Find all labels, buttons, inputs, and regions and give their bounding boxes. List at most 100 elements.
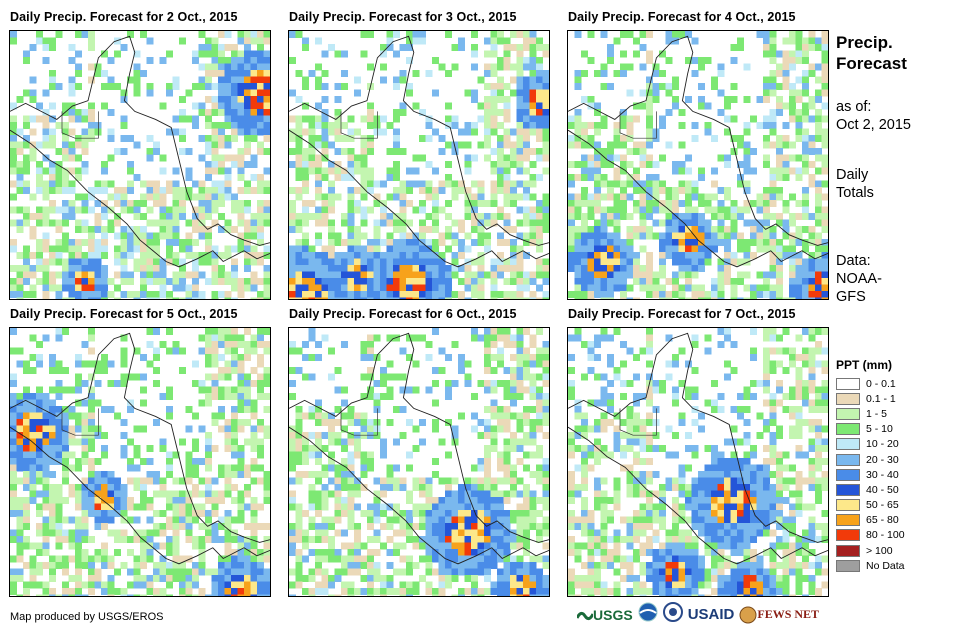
precip-cell (218, 516, 225, 524)
precip-cell (179, 497, 186, 504)
precip-cell (432, 245, 439, 253)
precip-cell (529, 555, 537, 563)
precip-cell (808, 399, 816, 407)
precip-cell (523, 57, 530, 64)
precip-cell (192, 50, 199, 58)
precip-cell (704, 122, 712, 129)
precip-cell (503, 425, 511, 433)
precip-cell (523, 154, 530, 162)
precip-cell (263, 89, 270, 97)
panel-title-2: Daily Precip. Forecast for 3 Oct., 2015 (289, 10, 517, 24)
precip-cell (114, 213, 121, 220)
precip-cell (399, 523, 407, 530)
precip-cell (198, 334, 206, 342)
precip-cell (769, 70, 777, 77)
precip-cell (516, 83, 524, 90)
precip-cell (432, 213, 439, 220)
precip-cell (477, 562, 485, 569)
precip-cell (471, 568, 478, 576)
precip-cell (594, 109, 601, 116)
precip-cell (685, 193, 692, 201)
precip-cell (724, 102, 731, 110)
precip-cell (55, 406, 63, 413)
precip-cell (542, 206, 549, 214)
precip-cell (302, 161, 309, 168)
precip-cell (107, 562, 115, 569)
precip-cell (295, 568, 303, 576)
precip-cell (587, 57, 595, 64)
precip-cell (159, 555, 167, 563)
precip-cell (581, 297, 588, 299)
precip-cell (347, 239, 355, 246)
precip-cell (159, 219, 167, 227)
precip-cell (497, 529, 504, 537)
precip-cell (94, 516, 102, 524)
precip-cell (62, 102, 69, 110)
precip-cell (574, 200, 582, 207)
precip-cell (244, 380, 251, 387)
precip-cell (425, 226, 433, 233)
precip-cell (120, 562, 128, 569)
precip-cell (529, 174, 537, 181)
precip-cell (133, 594, 141, 596)
precip-cell (419, 206, 426, 214)
precip-cell (490, 180, 498, 188)
precip-cell (464, 278, 472, 285)
precip-cell (244, 148, 251, 155)
precip-cell (529, 180, 537, 188)
precip-cell (192, 484, 199, 491)
precip-cell (763, 360, 770, 368)
precip-cell (568, 367, 575, 374)
precip-cell (257, 354, 264, 361)
precip-cell (652, 278, 660, 285)
precip-cell (380, 484, 387, 491)
precip-cell (101, 360, 108, 368)
precip-cell (257, 37, 264, 45)
precip-cell (581, 258, 588, 266)
precip-cell (192, 503, 199, 511)
precip-cell (308, 213, 316, 220)
precip-cell (16, 219, 24, 227)
precip-cell (205, 187, 212, 194)
precip-cell (198, 386, 206, 394)
precip-cell (244, 438, 251, 446)
precip-cell (646, 115, 653, 123)
precip-cell (55, 284, 63, 292)
precip-cell (620, 187, 627, 194)
precip-cell (140, 581, 147, 589)
precip-cell (763, 373, 770, 381)
precip-cell (503, 438, 511, 446)
precip-cell (360, 588, 368, 595)
precip-cell (211, 167, 219, 175)
precip-cell (620, 122, 627, 129)
precip-cell (75, 438, 82, 446)
precip-cell (607, 154, 614, 162)
precip-cell (354, 226, 361, 233)
precip-cell (802, 354, 809, 361)
precip-cell (516, 503, 524, 511)
precip-cell (665, 226, 673, 233)
precip-cell (10, 380, 17, 387)
precip-cell (250, 252, 258, 259)
precip-cell (536, 76, 543, 84)
precip-cell (29, 419, 37, 426)
precip-cell (295, 219, 303, 227)
precip-cell (451, 219, 459, 227)
precip-cell (782, 252, 790, 259)
precip-cell (685, 278, 692, 285)
precip-cell (321, 523, 329, 530)
precip-cell (516, 141, 524, 149)
precip-cell (503, 167, 511, 175)
precip-cell (94, 219, 102, 227)
precip-cell (406, 44, 413, 51)
precip-cell (808, 291, 816, 298)
panel-title-5: Daily Precip. Forecast for 6 Oct., 2015 (289, 307, 517, 321)
precip-cell (412, 252, 420, 259)
precip-cell (289, 529, 296, 537)
precip-cell (484, 135, 491, 142)
precip-cell (477, 200, 485, 207)
precip-cell (315, 187, 322, 194)
precip-cell (321, 284, 329, 292)
precip-cell (393, 245, 400, 253)
precip-cell (23, 367, 30, 374)
